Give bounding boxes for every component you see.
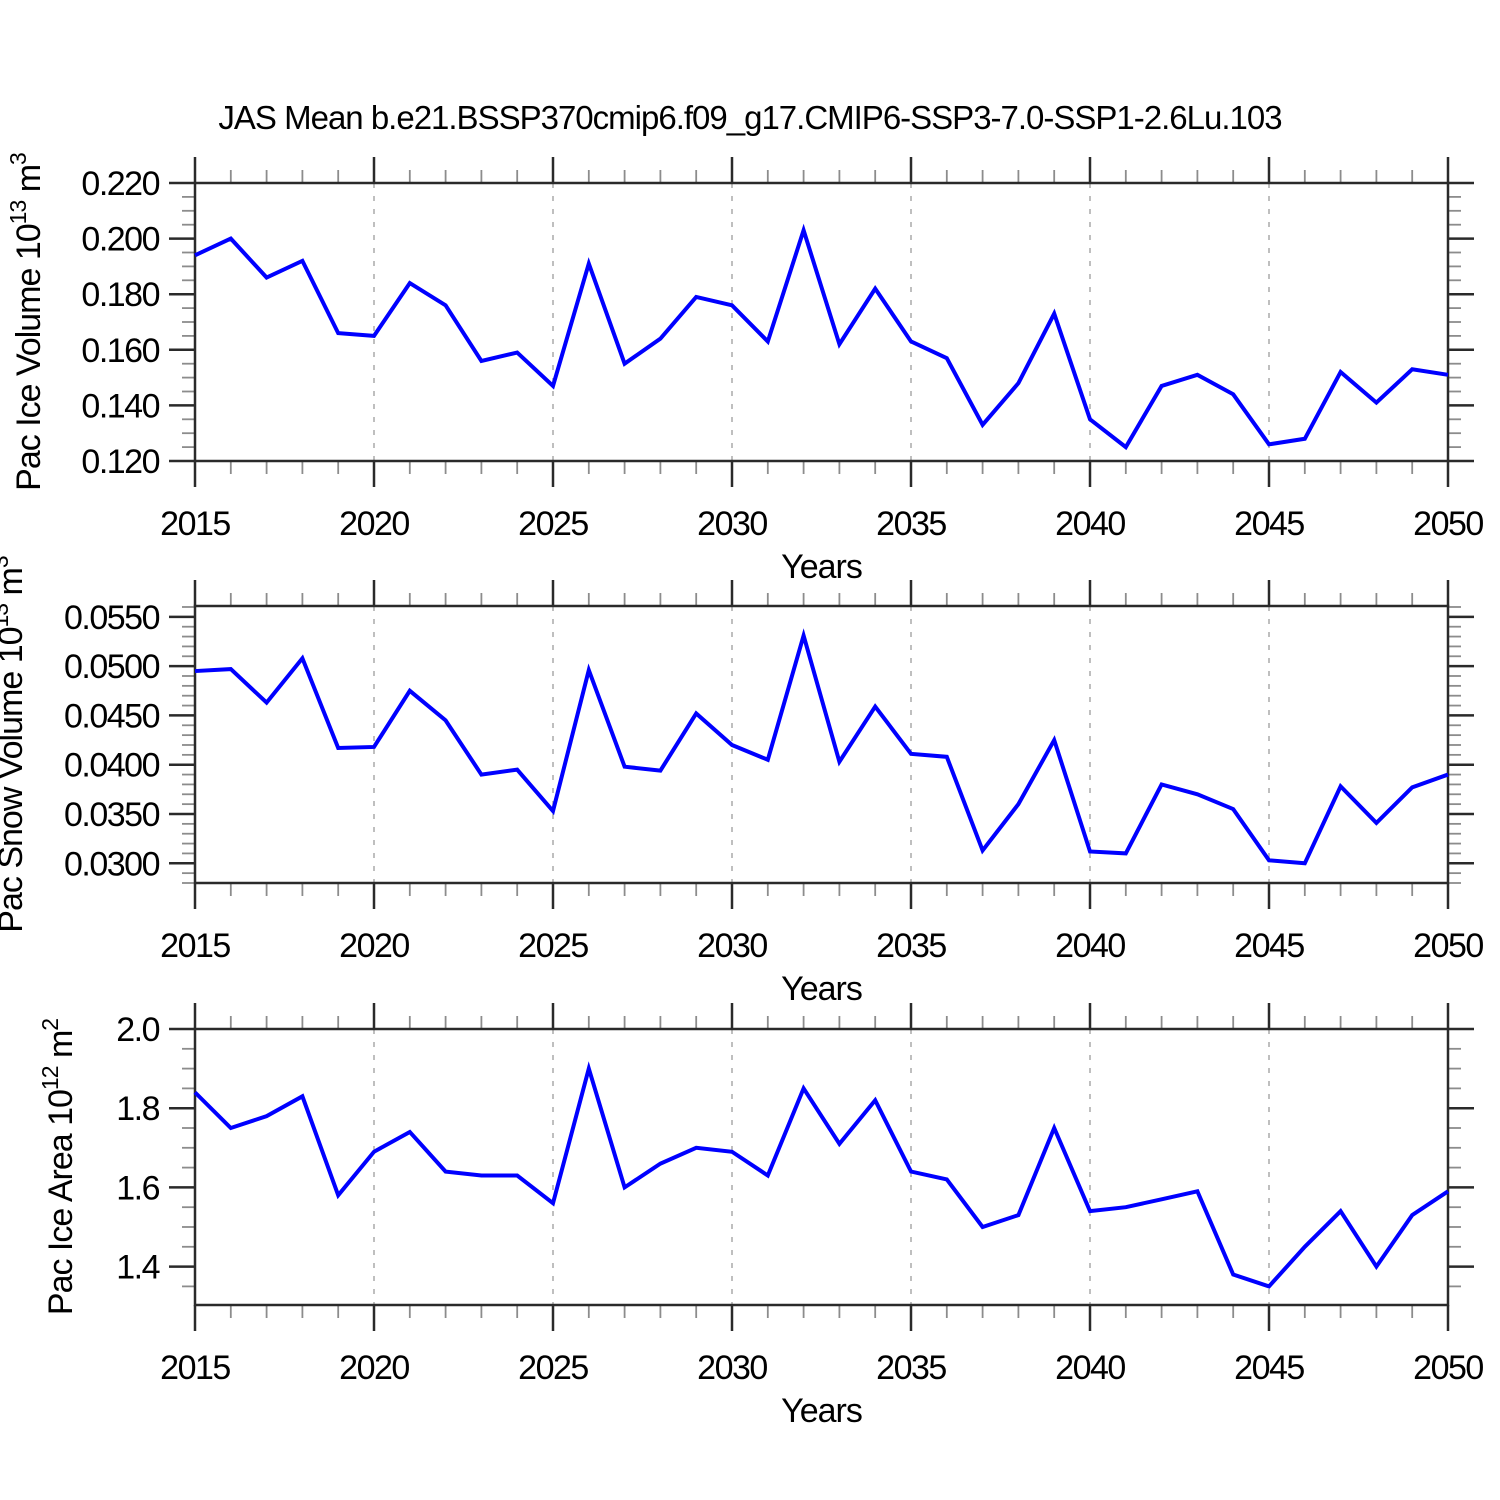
x-tick-label: 2030 [697,1349,767,1387]
y-axis-title: Pac Ice Volume 1013 m3 [5,153,48,491]
x-tick-label: 2030 [697,505,767,543]
chart-panel-1: 0.120 0.140 0.160 0.180 0.200 0.220 2015 2020 20… [5,153,1485,586]
data-line [194,223,1449,451]
x-tick-label: 2050 [1413,1349,1483,1387]
y-tick-label: 1.4 [116,1249,159,1287]
y-tick-label: 1.6 [116,1169,159,1207]
x-tick-label: 2050 [1413,927,1483,965]
y-tick-label: 0.0400 [64,747,160,785]
chart-panel-3: 1.4 1.6 1.8 2.0 2015 2020 2025 2030 2035 2040 2045… [37,1003,1485,1430]
y-axis-title-superscript: 13 [0,604,13,628]
x-tick-label: 2025 [518,1349,588,1387]
x-axis-title: Years [781,1392,862,1430]
y-tick-label: 0.120 [81,443,159,481]
plot-frame [193,604,1450,885]
chart-title: JAS Mean b.e21.BSSP370cmip6.f09_g17.CMIP… [218,99,1282,136]
y-axis-title-text: m [10,165,48,201]
y-axis-title-text: Pac Ice Area 10 [42,1090,80,1315]
plot-frame [193,1027,1450,1307]
x-tick-label: 2025 [518,927,588,965]
x-tick-label: 2015 [160,927,230,965]
x-tick-label: 2030 [697,927,767,965]
x-tick-label: 2045 [1234,927,1304,965]
x-tick-label: 2045 [1234,1349,1304,1387]
y-tick-label: 1.8 [116,1090,159,1128]
y-axis-title-superscript: 2 [37,1019,63,1031]
x-tick-label: 2020 [339,1349,409,1387]
plot-frame [193,181,1450,463]
y-axis-title-superscript: 3 [5,153,31,165]
x-tick-label: 2035 [876,927,946,965]
x-tick-label: 2020 [339,927,409,965]
y-tick-label: 0.0300 [64,845,160,883]
x-tick-label: 2015 [160,505,230,543]
y-axis-title-text: Pac Snow Volume 10 [0,627,30,932]
x-tick-label: 2050 [1413,505,1483,543]
y-tick-label: 0.0500 [64,648,160,686]
x-tick-label: 2035 [876,1349,946,1387]
y-axis-title-superscript: 13 [5,201,31,225]
chart-panel-2: 0.0300 0.0350 0.0400 0.0450 0.0500 0.0550 2015… [0,556,1485,1008]
y-axis-title-text: m [0,568,30,604]
y-tick-label: 0.160 [81,332,159,370]
y-axis-title-superscript: 12 [37,1066,63,1090]
x-tick-label: 2040 [1055,927,1125,965]
y-tick-label: 0.200 [81,221,159,259]
data-line [194,628,1449,866]
y-tick-label: 2.0 [116,1011,159,1049]
x-tick-label: 2045 [1234,505,1304,543]
y-tick-label: 0.0550 [64,599,160,637]
x-axis-title: Years [781,548,862,586]
x-tick-label: 2040 [1055,1349,1125,1387]
x-tick-label: 2015 [160,1349,230,1387]
y-tick-label: 0.180 [81,276,159,314]
y-tick-label: 0.140 [81,387,159,425]
x-tick-label: 2040 [1055,505,1125,543]
y-tick-label: 0.220 [81,165,159,203]
data-line [193,1061,1450,1289]
y-axis-title: Pac Snow Volume 1013 m3 [0,556,30,933]
x-tick-label: 2020 [339,505,409,543]
y-axis-title-text: Pac Ice Volume 10 [10,224,48,491]
x-tick-label: 2025 [518,505,588,543]
x-tick-label: 2035 [876,505,946,543]
y-tick-label: 0.0450 [64,697,160,735]
x-axis-title: Years [781,970,862,1008]
y-tick-label: 0.0350 [64,796,160,834]
y-axis-title: Pac Ice Area 1012 m2 [37,1019,80,1315]
y-axis-title-superscript: 3 [0,556,13,568]
y-axis-title-text: m [42,1031,80,1067]
